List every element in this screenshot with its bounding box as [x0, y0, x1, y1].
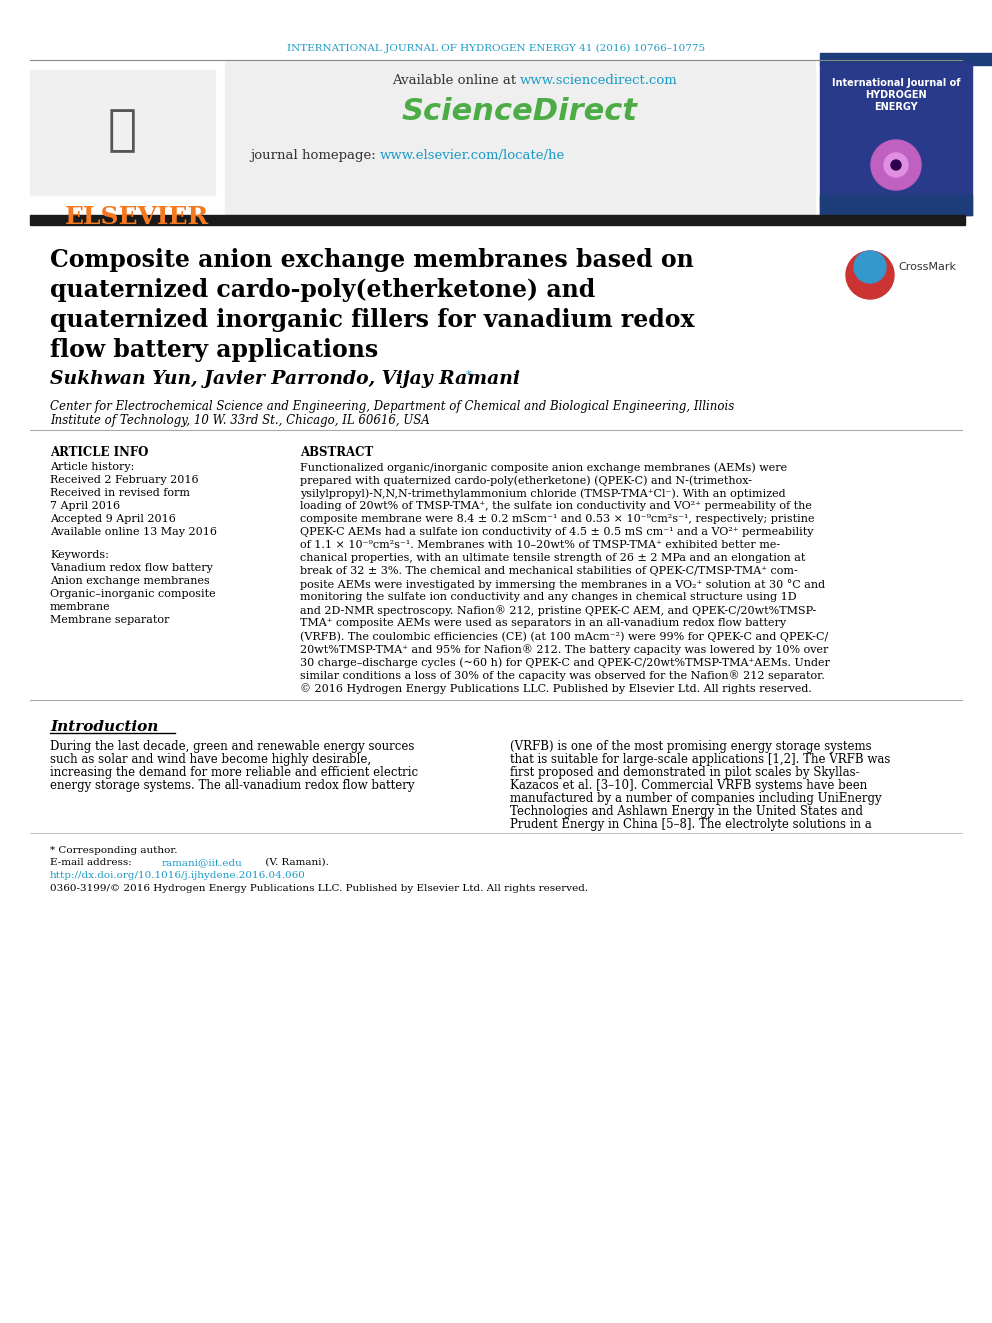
Text: Vanadium redox flow battery: Vanadium redox flow battery — [50, 564, 213, 573]
Bar — [820, 53, 992, 65]
Text: flow battery applications: flow battery applications — [50, 337, 378, 363]
Text: During the last decade, green and renewable energy sources: During the last decade, green and renewa… — [50, 740, 415, 753]
Text: and 2D-NMR spectroscopy. Nafion® 212, pristine QPEK-C AEM, and QPEK-C/20wt%TMSP-: and 2D-NMR spectroscopy. Nafion® 212, pr… — [300, 605, 816, 615]
Text: manufactured by a number of companies including UniEnergy: manufactured by a number of companies in… — [510, 792, 882, 804]
Text: 0360-3199/© 2016 Hydrogen Energy Publications LLC. Published by Elsevier Ltd. Al: 0360-3199/© 2016 Hydrogen Energy Publica… — [50, 884, 588, 893]
Text: ScienceDirect: ScienceDirect — [402, 98, 638, 127]
Text: first proposed and demonstrated in pilot scales by Skyllas-: first proposed and demonstrated in pilot… — [510, 766, 860, 779]
Circle shape — [846, 251, 894, 299]
Text: www.elsevier.com/locate/he: www.elsevier.com/locate/he — [380, 148, 565, 161]
Text: Introduction: Introduction — [50, 720, 159, 734]
Text: 🌳: 🌳 — [107, 106, 137, 153]
Text: (VRFB). The coulombic efficiencies (CE) (at 100 mAcm⁻²) were 99% for QPEK-C and : (VRFB). The coulombic efficiencies (CE) … — [300, 631, 828, 642]
Text: ABSTRACT: ABSTRACT — [300, 446, 373, 459]
Text: quaternized inorganic fillers for vanadium redox: quaternized inorganic fillers for vanadi… — [50, 308, 694, 332]
Text: Institute of Technology, 10 W. 33rd St., Chicago, IL 60616, USA: Institute of Technology, 10 W. 33rd St.,… — [50, 414, 430, 427]
Text: that is suitable for large-scale applications [1,2]. The VRFB was: that is suitable for large-scale applica… — [510, 753, 891, 766]
Text: Center for Electrochemical Science and Engineering, Department of Chemical and B: Center for Electrochemical Science and E… — [50, 400, 734, 413]
Text: Available online at: Available online at — [392, 74, 520, 86]
Text: composite membrane were 8.4 ± 0.2 mScm⁻¹ and 0.53 × 10⁻⁹cm²s⁻¹, respectively; pr: composite membrane were 8.4 ± 0.2 mScm⁻¹… — [300, 515, 814, 524]
Text: ELSEVIER: ELSEVIER — [65, 205, 209, 229]
Bar — [820, 64, 972, 216]
Text: ARTICLE INFO: ARTICLE INFO — [50, 446, 149, 459]
Text: energy storage systems. The all-vanadium redox flow battery: energy storage systems. The all-vanadium… — [50, 779, 415, 792]
Text: Keywords:: Keywords: — [50, 550, 109, 560]
Bar — [30, 216, 965, 225]
Text: Technologies and Ashlawn Energy in the United States and: Technologies and Ashlawn Energy in the U… — [510, 804, 863, 818]
Text: * Corresponding author.: * Corresponding author. — [50, 845, 178, 855]
Text: © 2016 Hydrogen Energy Publications LLC. Published by Elsevier Ltd. All rights r: © 2016 Hydrogen Energy Publications LLC.… — [300, 683, 811, 693]
Bar — [225, 60, 815, 216]
Text: Article history:: Article history: — [50, 462, 134, 472]
Text: INTERNATIONAL JOURNAL OF HYDROGEN ENERGY 41 (2016) 10766–10775: INTERNATIONAL JOURNAL OF HYDROGEN ENERGY… — [287, 44, 705, 53]
Text: monitoring the sulfate ion conductivity and any changes in chemical structure us: monitoring the sulfate ion conductivity … — [300, 591, 797, 602]
Text: journal homepage:: journal homepage: — [250, 148, 380, 161]
Text: chanical properties, with an ultimate tensile strength of 26 ± 2 MPa and an elon: chanical properties, with an ultimate te… — [300, 553, 806, 564]
Text: Available online 13 May 2016: Available online 13 May 2016 — [50, 527, 217, 537]
Text: E-mail address:: E-mail address: — [50, 859, 135, 867]
Text: break of 32 ± 3%. The chemical and mechanical stabilities of QPEK-C/TMSP-TMA⁺ co: break of 32 ± 3%. The chemical and mecha… — [300, 566, 798, 576]
Circle shape — [891, 160, 901, 169]
Text: International Journal of
HYDROGEN
ENERGY: International Journal of HYDROGEN ENERGY — [831, 78, 960, 111]
Text: increasing the demand for more reliable and efficient electric: increasing the demand for more reliable … — [50, 766, 418, 779]
Text: TMA⁺ composite AEMs were used as separators in an all-vanadium redox flow batter: TMA⁺ composite AEMs were used as separat… — [300, 618, 786, 628]
Text: CrossMark: CrossMark — [898, 262, 956, 273]
Text: (V. Ramani).: (V. Ramani). — [262, 859, 329, 867]
Text: such as solar and wind have become highly desirable,: such as solar and wind have become highl… — [50, 753, 371, 766]
Text: quaternized cardo-poly(etherketone) and: quaternized cardo-poly(etherketone) and — [50, 278, 595, 302]
Text: Functionalized organic/inorganic composite anion exchange membranes (AEMs) were: Functionalized organic/inorganic composi… — [300, 462, 787, 472]
Text: www.sciencedirect.com: www.sciencedirect.com — [520, 74, 678, 86]
Text: QPEK-C AEMs had a sulfate ion conductivity of 4.5 ± 0.5 mS cm⁻¹ and a VO²⁺ perme: QPEK-C AEMs had a sulfate ion conductivi… — [300, 527, 813, 537]
Text: of 1.1 × 10⁻⁹cm²s⁻¹. Membranes with 10–20wt% of TMSP-TMA⁺ exhibited better me-: of 1.1 × 10⁻⁹cm²s⁻¹. Membranes with 10–2… — [300, 540, 780, 550]
Text: *: * — [466, 370, 471, 380]
Text: similar conditions a loss of 30% of the capacity was observed for the Nafion® 21: similar conditions a loss of 30% of the … — [300, 669, 824, 681]
Text: (VRFB) is one of the most promising energy storage systems: (VRFB) is one of the most promising ener… — [510, 740, 872, 753]
Text: posite AEMs were investigated by immersing the membranes in a VO₂⁺ solution at 3: posite AEMs were investigated by immersi… — [300, 579, 825, 590]
Text: Anion exchange membranes: Anion exchange membranes — [50, 576, 209, 586]
Text: 7 April 2016: 7 April 2016 — [50, 501, 120, 511]
Text: Received in revised form: Received in revised form — [50, 488, 190, 497]
Text: 20wt%TMSP-TMA⁺ and 95% for Nafion® 212. The battery capacity was lowered by 10% : 20wt%TMSP-TMA⁺ and 95% for Nafion® 212. … — [300, 644, 828, 655]
Text: ysilylpropyl)-N,N,N-trimethylammonium chloride (TMSP-TMA⁺Cl⁻). With an optimized: ysilylpropyl)-N,N,N-trimethylammonium ch… — [300, 488, 786, 499]
Circle shape — [884, 153, 908, 177]
Text: ramani@iit.edu: ramani@iit.edu — [162, 859, 243, 867]
Text: Kazacos et al. [3–10]. Commercial VRFB systems have been: Kazacos et al. [3–10]. Commercial VRFB s… — [510, 779, 867, 792]
Bar — [30, 70, 215, 194]
Text: Membrane separator: Membrane separator — [50, 615, 170, 624]
Text: Organic–inorganic composite: Organic–inorganic composite — [50, 589, 215, 599]
Text: loading of 20wt% of TMSP-TMA⁺, the sulfate ion conductivity and VO²⁺ permeabilit: loading of 20wt% of TMSP-TMA⁺, the sulfa… — [300, 501, 811, 511]
Text: membrane: membrane — [50, 602, 111, 613]
Text: http://dx.doi.org/10.1016/j.ijhydene.2016.04.060: http://dx.doi.org/10.1016/j.ijhydene.201… — [50, 871, 306, 880]
Text: Prudent Energy in China [5–8]. The electrolyte solutions in a: Prudent Energy in China [5–8]. The elect… — [510, 818, 872, 831]
Circle shape — [871, 140, 921, 191]
Bar — [820, 194, 972, 216]
Text: prepared with quaternized cardo-poly(etherketone) (QPEK-C) and N-(trimethox-: prepared with quaternized cardo-poly(eth… — [300, 475, 752, 486]
Circle shape — [854, 251, 886, 283]
Text: Received 2 February 2016: Received 2 February 2016 — [50, 475, 198, 486]
Text: Accepted 9 April 2016: Accepted 9 April 2016 — [50, 515, 176, 524]
Text: Sukhwan Yun, Javier Parrondo, Vijay Ramani: Sukhwan Yun, Javier Parrondo, Vijay Rama… — [50, 370, 520, 388]
Text: Composite anion exchange membranes based on: Composite anion exchange membranes based… — [50, 247, 693, 273]
Text: 30 charge–discharge cycles (~60 h) for QPEK-C and QPEK-C/20wt%TMSP-TMA⁺AEMs. Und: 30 charge–discharge cycles (~60 h) for Q… — [300, 658, 830, 668]
